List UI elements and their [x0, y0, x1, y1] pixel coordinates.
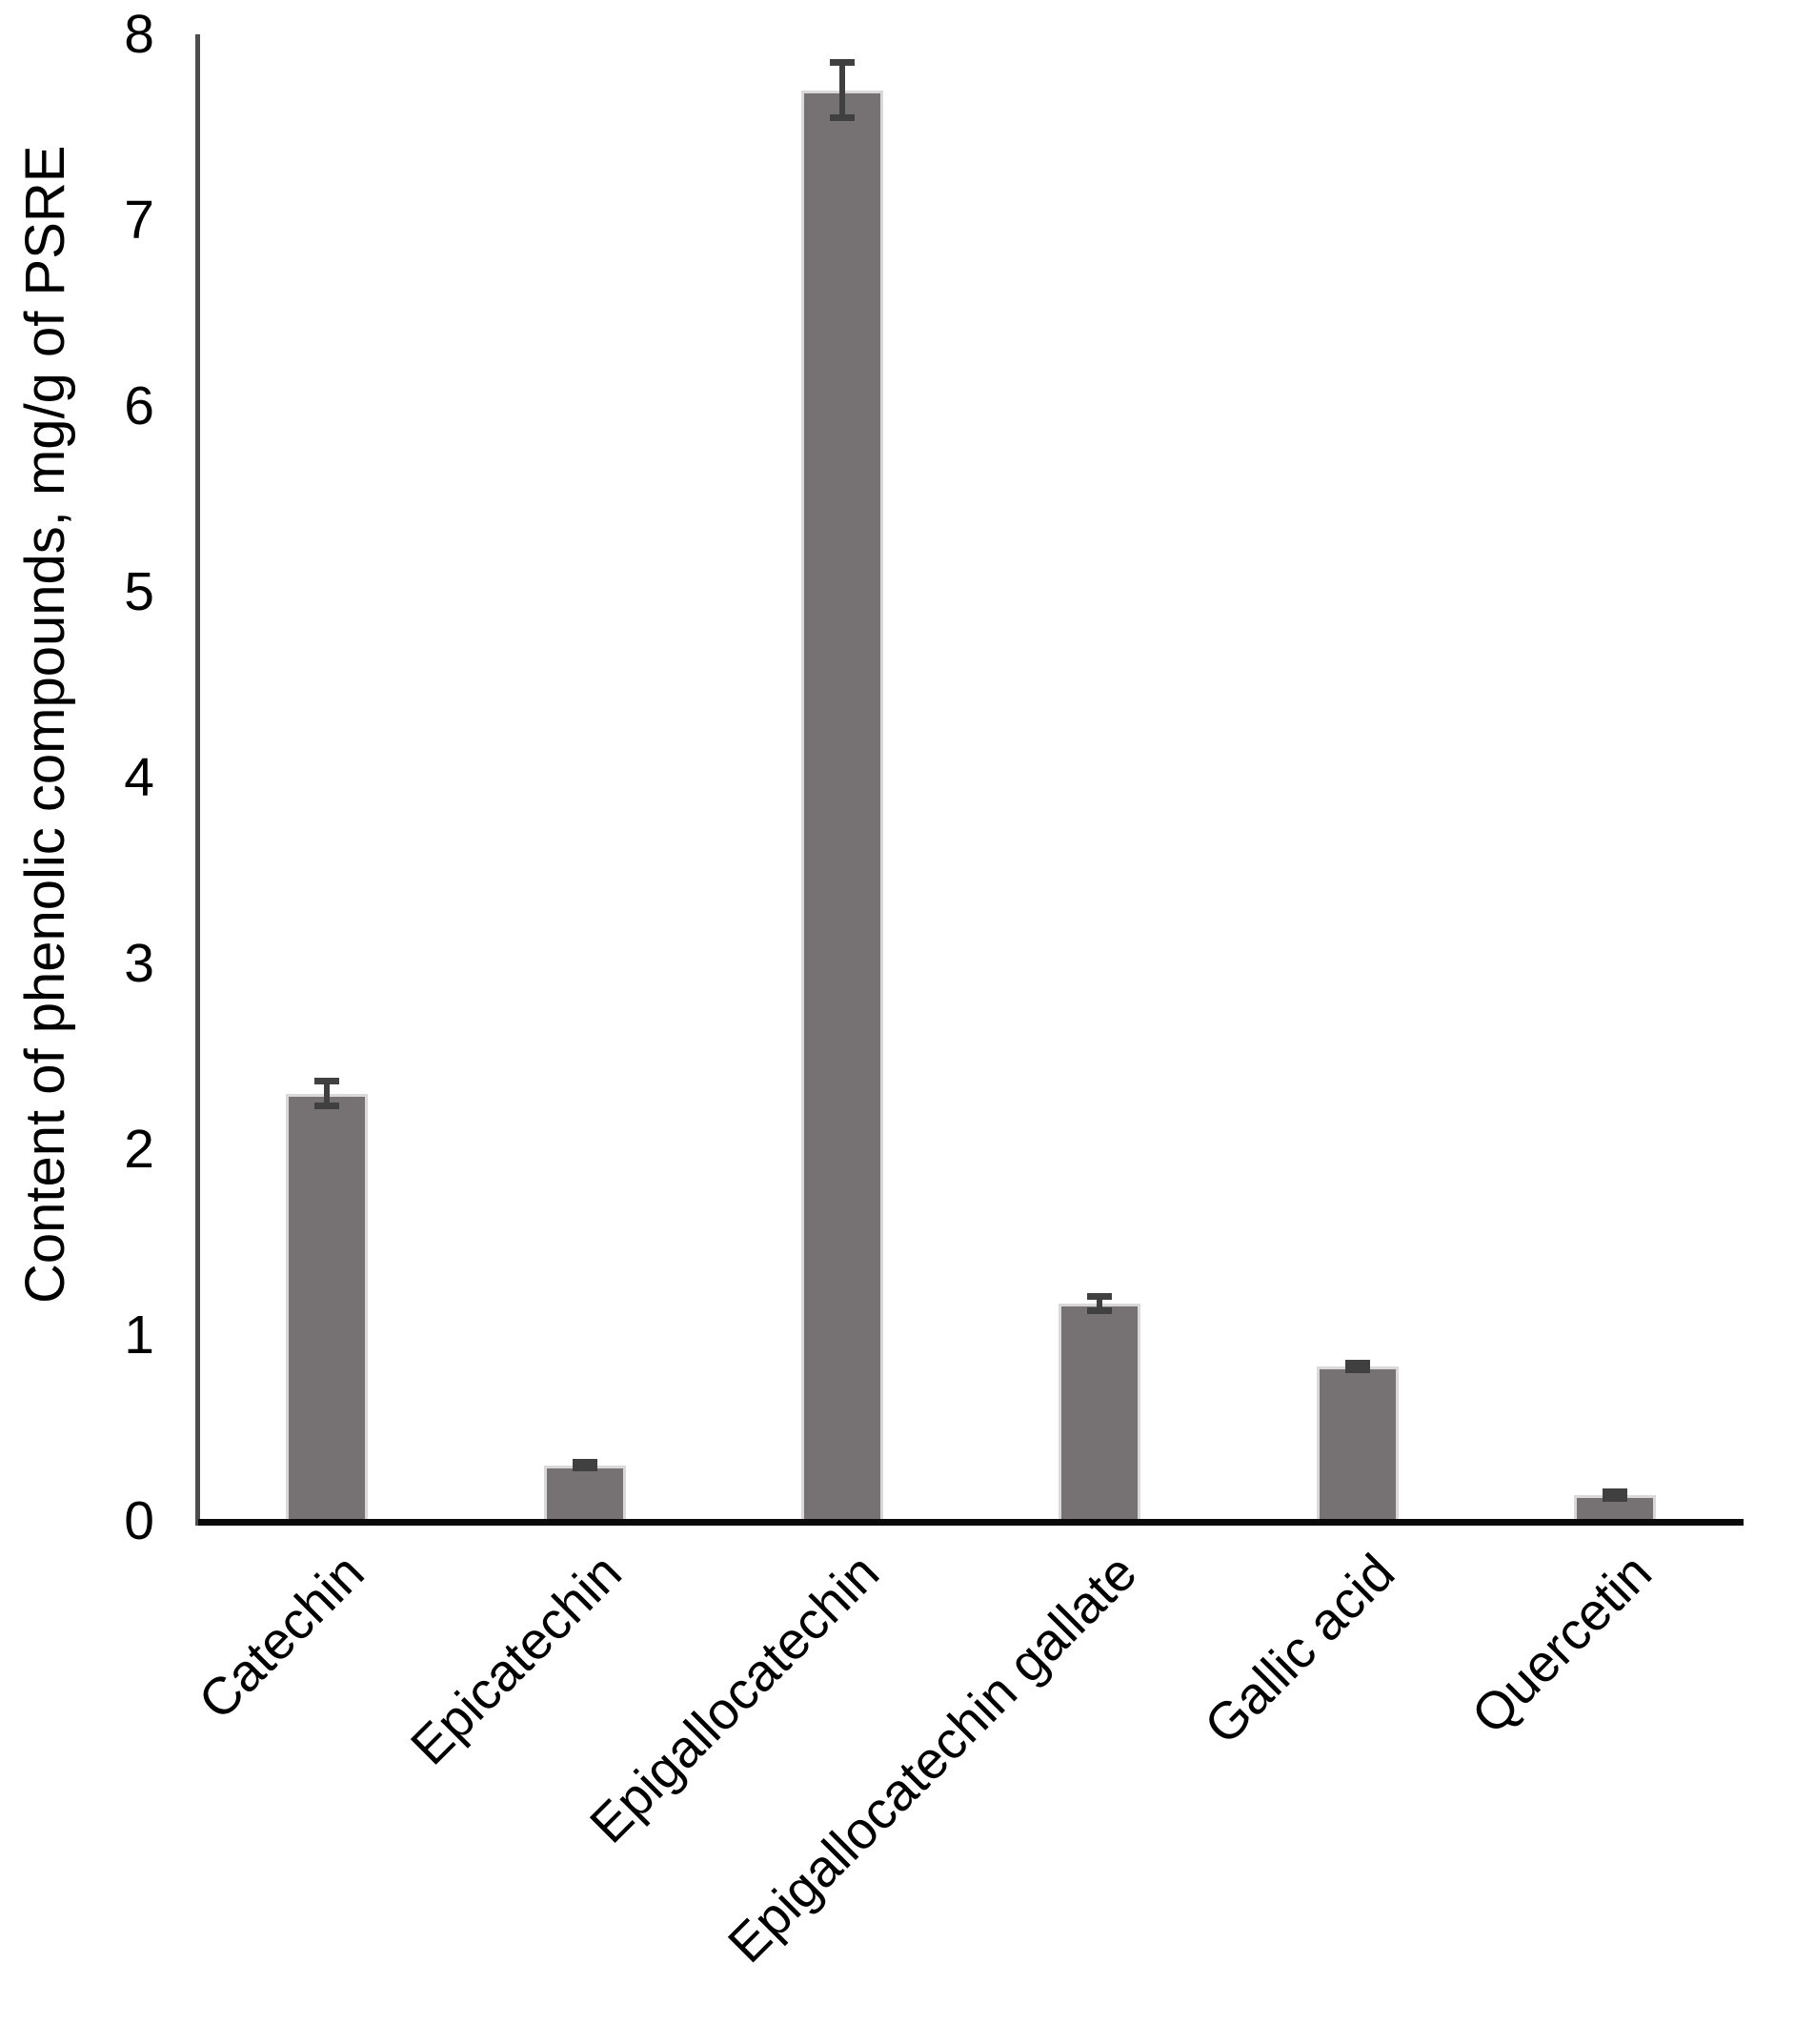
error-bar-cap-bottom-catechin [314, 1103, 340, 1110]
bar-catechin [286, 1093, 369, 1521]
error-bar-cap-top-epigallocatechin [829, 59, 855, 67]
error-bar-cap-top-catechin [314, 1077, 340, 1084]
x-axis-line [198, 1519, 1744, 1526]
error-bar-cap-top-gallic-acid [1344, 1360, 1370, 1367]
bar-gallic-acid [1316, 1366, 1399, 1521]
error-bar-cap-top-epicatechin [572, 1458, 597, 1466]
error-bar-cap-bottom-epicatechin [572, 1465, 597, 1472]
y-tick-label-8: 8 [124, 4, 154, 65]
bar-epigallocatechin [800, 90, 883, 1521]
y-tick-label-2: 2 [124, 1119, 154, 1180]
y-tick-label-4: 4 [124, 747, 154, 808]
error-bar-line-catechin [324, 1080, 331, 1107]
x-label-epicatechin: Epicatechin [399, 1542, 634, 1776]
error-bar-cap-bottom-epigallocatechin [829, 113, 855, 121]
y-tick-label-0: 0 [124, 1490, 154, 1551]
x-label-gallic-acid: Gallic acid [1192, 1542, 1406, 1755]
bar-epicatechin [543, 1465, 626, 1521]
error-bar-cap-bottom-epigallocatechin-gallate [1087, 1306, 1113, 1314]
y-axis-line [195, 34, 200, 1526]
y-tick-label-3: 3 [124, 933, 154, 994]
error-bar-cap-bottom-gallic-acid [1344, 1366, 1370, 1374]
error-bar-line-epigallocatechin [838, 62, 845, 118]
error-bar-line-epigallocatechin-gallate [1097, 1296, 1103, 1311]
error-bar-cap-bottom-quercetin [1602, 1494, 1627, 1502]
y-tick-label-5: 5 [124, 561, 154, 622]
y-tick-label-1: 1 [124, 1305, 154, 1366]
x-label-quercetin: Quercetin [1460, 1542, 1664, 1746]
error-bar-cap-top-epigallocatechin-gallate [1087, 1293, 1113, 1301]
x-label-catechin: Catechin [187, 1542, 375, 1731]
bar-epigallocatechin-gallate [1059, 1303, 1141, 1521]
y-tick-label-6: 6 [124, 375, 154, 436]
error-bar-cap-top-quercetin [1602, 1487, 1627, 1495]
y-tick-label-7: 7 [124, 190, 154, 251]
